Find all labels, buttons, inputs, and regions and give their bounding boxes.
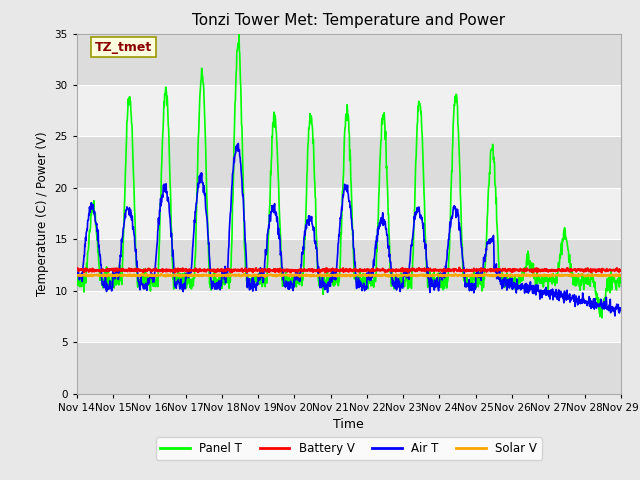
- Bar: [77, 85, 621, 136]
- Bar: [77, 188, 621, 240]
- Text: TZ_tmet: TZ_tmet: [95, 40, 152, 54]
- Bar: [77, 240, 621, 291]
- X-axis label: Time: Time: [333, 418, 364, 431]
- Bar: [77, 342, 621, 394]
- Legend: Panel T, Battery V, Air T, Solar V: Panel T, Battery V, Air T, Solar V: [156, 437, 542, 460]
- Title: Tonzi Tower Met: Temperature and Power: Tonzi Tower Met: Temperature and Power: [192, 13, 506, 28]
- Bar: [77, 136, 621, 188]
- Y-axis label: Temperature (C) / Power (V): Temperature (C) / Power (V): [36, 132, 49, 296]
- Bar: [77, 291, 621, 342]
- Bar: [77, 34, 621, 85]
